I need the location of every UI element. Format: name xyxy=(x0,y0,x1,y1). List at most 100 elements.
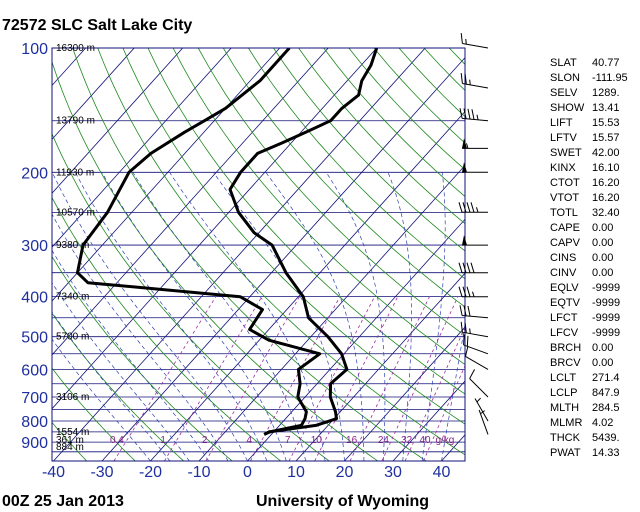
barb-full xyxy=(459,108,463,119)
index-label: VTOT xyxy=(550,192,579,204)
index-value: 1289. xyxy=(592,87,620,99)
temperature-tick-label: 30 xyxy=(384,464,402,481)
index-label: THCK xyxy=(550,432,581,444)
barb-half xyxy=(480,410,485,415)
mixing-ratio-label: 4 xyxy=(246,435,252,446)
moist-adiabat-line xyxy=(421,172,446,461)
chart-grid xyxy=(52,48,465,461)
index-value: -111.95 xyxy=(592,72,628,84)
dry-adiabat-line xyxy=(52,60,378,461)
barb-full xyxy=(460,321,463,333)
index-value: 0.00 xyxy=(592,342,613,354)
barb-staff xyxy=(462,117,489,122)
moist-adiabat-line xyxy=(52,338,151,461)
isotherm-line xyxy=(344,326,465,461)
isotherm-line xyxy=(150,110,465,461)
index-value: -9999 xyxy=(592,282,620,294)
index-value: 16.10 xyxy=(592,162,620,174)
data-source: University of Wyoming xyxy=(256,493,429,510)
barb-full xyxy=(459,305,463,316)
station-title: 72572 SLC Salt Lake City xyxy=(2,17,192,34)
wind-barb xyxy=(464,346,489,370)
isotherm-line xyxy=(101,57,465,461)
index-value: 14.33 xyxy=(592,447,620,459)
wind-barb xyxy=(459,108,489,122)
barb-flag xyxy=(462,138,467,149)
index-value: 15.53 xyxy=(592,117,620,129)
barb-full xyxy=(467,108,471,120)
mixing-ratio-label: 7 xyxy=(285,435,291,446)
barb-full xyxy=(470,202,475,213)
barb-full xyxy=(463,305,467,316)
isotherm-line xyxy=(295,272,465,461)
barb-full xyxy=(460,73,463,84)
mixing-ratio-label: 1 xyxy=(160,435,166,446)
barb-staff xyxy=(478,409,489,435)
wind-barb xyxy=(458,286,488,298)
index-value: -9999 xyxy=(592,297,620,309)
index-value: 284.5 xyxy=(592,402,620,414)
index-value: 15.57 xyxy=(592,132,620,144)
dry-adiabat-line xyxy=(97,48,465,456)
station-indices: SLAT 40.77 SLON -111.95 SELV 1289. SHOW 13.41 LI… xyxy=(550,57,628,459)
index-label: LFTV xyxy=(550,132,578,144)
mixing-ratio-line xyxy=(423,364,465,461)
index-value: 42.00 xyxy=(592,147,620,159)
moist-adiabat-line xyxy=(265,172,365,461)
index-value: 0.00 xyxy=(592,357,613,369)
barb-half xyxy=(466,143,469,149)
wind-barb xyxy=(462,235,488,246)
barb-full xyxy=(458,286,463,297)
index-value: 0.00 xyxy=(592,267,613,279)
barb-staff xyxy=(462,82,489,89)
barb-full xyxy=(458,262,463,273)
height-label: 884 m xyxy=(56,442,84,453)
barb-staff xyxy=(462,42,489,49)
dry-adiabat-line xyxy=(52,421,87,461)
index-label: BRCH xyxy=(550,342,581,354)
barb-half xyxy=(476,397,481,403)
wind-barb xyxy=(458,262,488,274)
moist-adiabat-line xyxy=(169,172,326,461)
dry-adiabat-line xyxy=(52,367,136,461)
index-value: -9999 xyxy=(592,312,620,324)
pressure-tick-label: 300 xyxy=(21,238,48,255)
isotherm-line xyxy=(52,48,183,194)
height-label: 7340 m xyxy=(56,292,89,303)
height-label: 1554 m xyxy=(56,427,89,438)
barb-full xyxy=(458,202,463,213)
isotherm-line xyxy=(52,48,232,248)
barb-half xyxy=(469,328,471,334)
mixing-ratio-label: 24 xyxy=(378,435,390,446)
barb-staff xyxy=(462,315,489,319)
dry-adiabat-line xyxy=(197,48,465,337)
index-label: LFCT xyxy=(550,312,578,324)
temperature-profile xyxy=(228,48,379,436)
barb-flag xyxy=(462,162,467,173)
dry-adiabat-line xyxy=(273,48,465,252)
moist-adiabat-line xyxy=(101,172,287,461)
index-label: PWAT xyxy=(550,447,581,459)
index-label: LFCV xyxy=(550,327,579,339)
moist-adiabat-line xyxy=(52,249,209,461)
mixing-ratio-line xyxy=(113,296,217,461)
isotherm-line xyxy=(52,48,280,302)
barb-full xyxy=(469,369,476,379)
mixing-ratio-line xyxy=(404,326,465,461)
moist-adiabat-line xyxy=(213,172,345,461)
barb-full xyxy=(464,322,467,333)
wind-barb xyxy=(462,138,488,149)
barb-staff xyxy=(474,398,489,422)
moist-adiabat-line xyxy=(132,172,307,461)
index-value: 40.77 xyxy=(592,57,620,69)
index-label: SLAT xyxy=(550,57,577,69)
observation-time: 00Z 25 Jan 2013 xyxy=(2,493,124,510)
temperature-tick-label: -20 xyxy=(139,464,162,481)
index-value: 0.00 xyxy=(592,237,613,249)
pressure-tick-label: 900 xyxy=(21,435,48,452)
barb-full xyxy=(471,109,475,120)
barb-full xyxy=(460,33,463,44)
pressure-tick-label: 400 xyxy=(21,290,48,307)
index-label: BRCV xyxy=(550,357,581,369)
